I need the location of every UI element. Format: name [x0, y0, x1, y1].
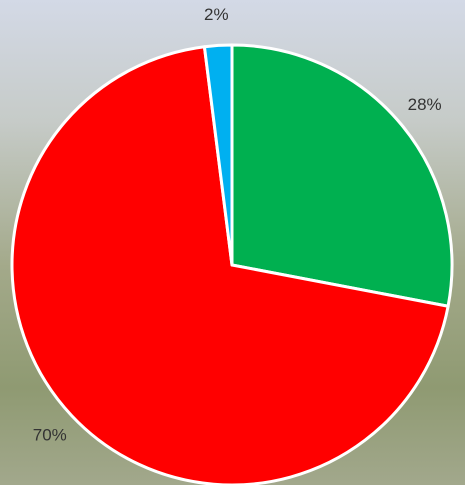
data-label: 2%	[204, 5, 229, 24]
pie	[12, 45, 452, 485]
chart: 28% 70% 2%	[0, 0, 465, 485]
data-label: 70%	[33, 426, 67, 445]
data-label: 28%	[408, 95, 442, 114]
